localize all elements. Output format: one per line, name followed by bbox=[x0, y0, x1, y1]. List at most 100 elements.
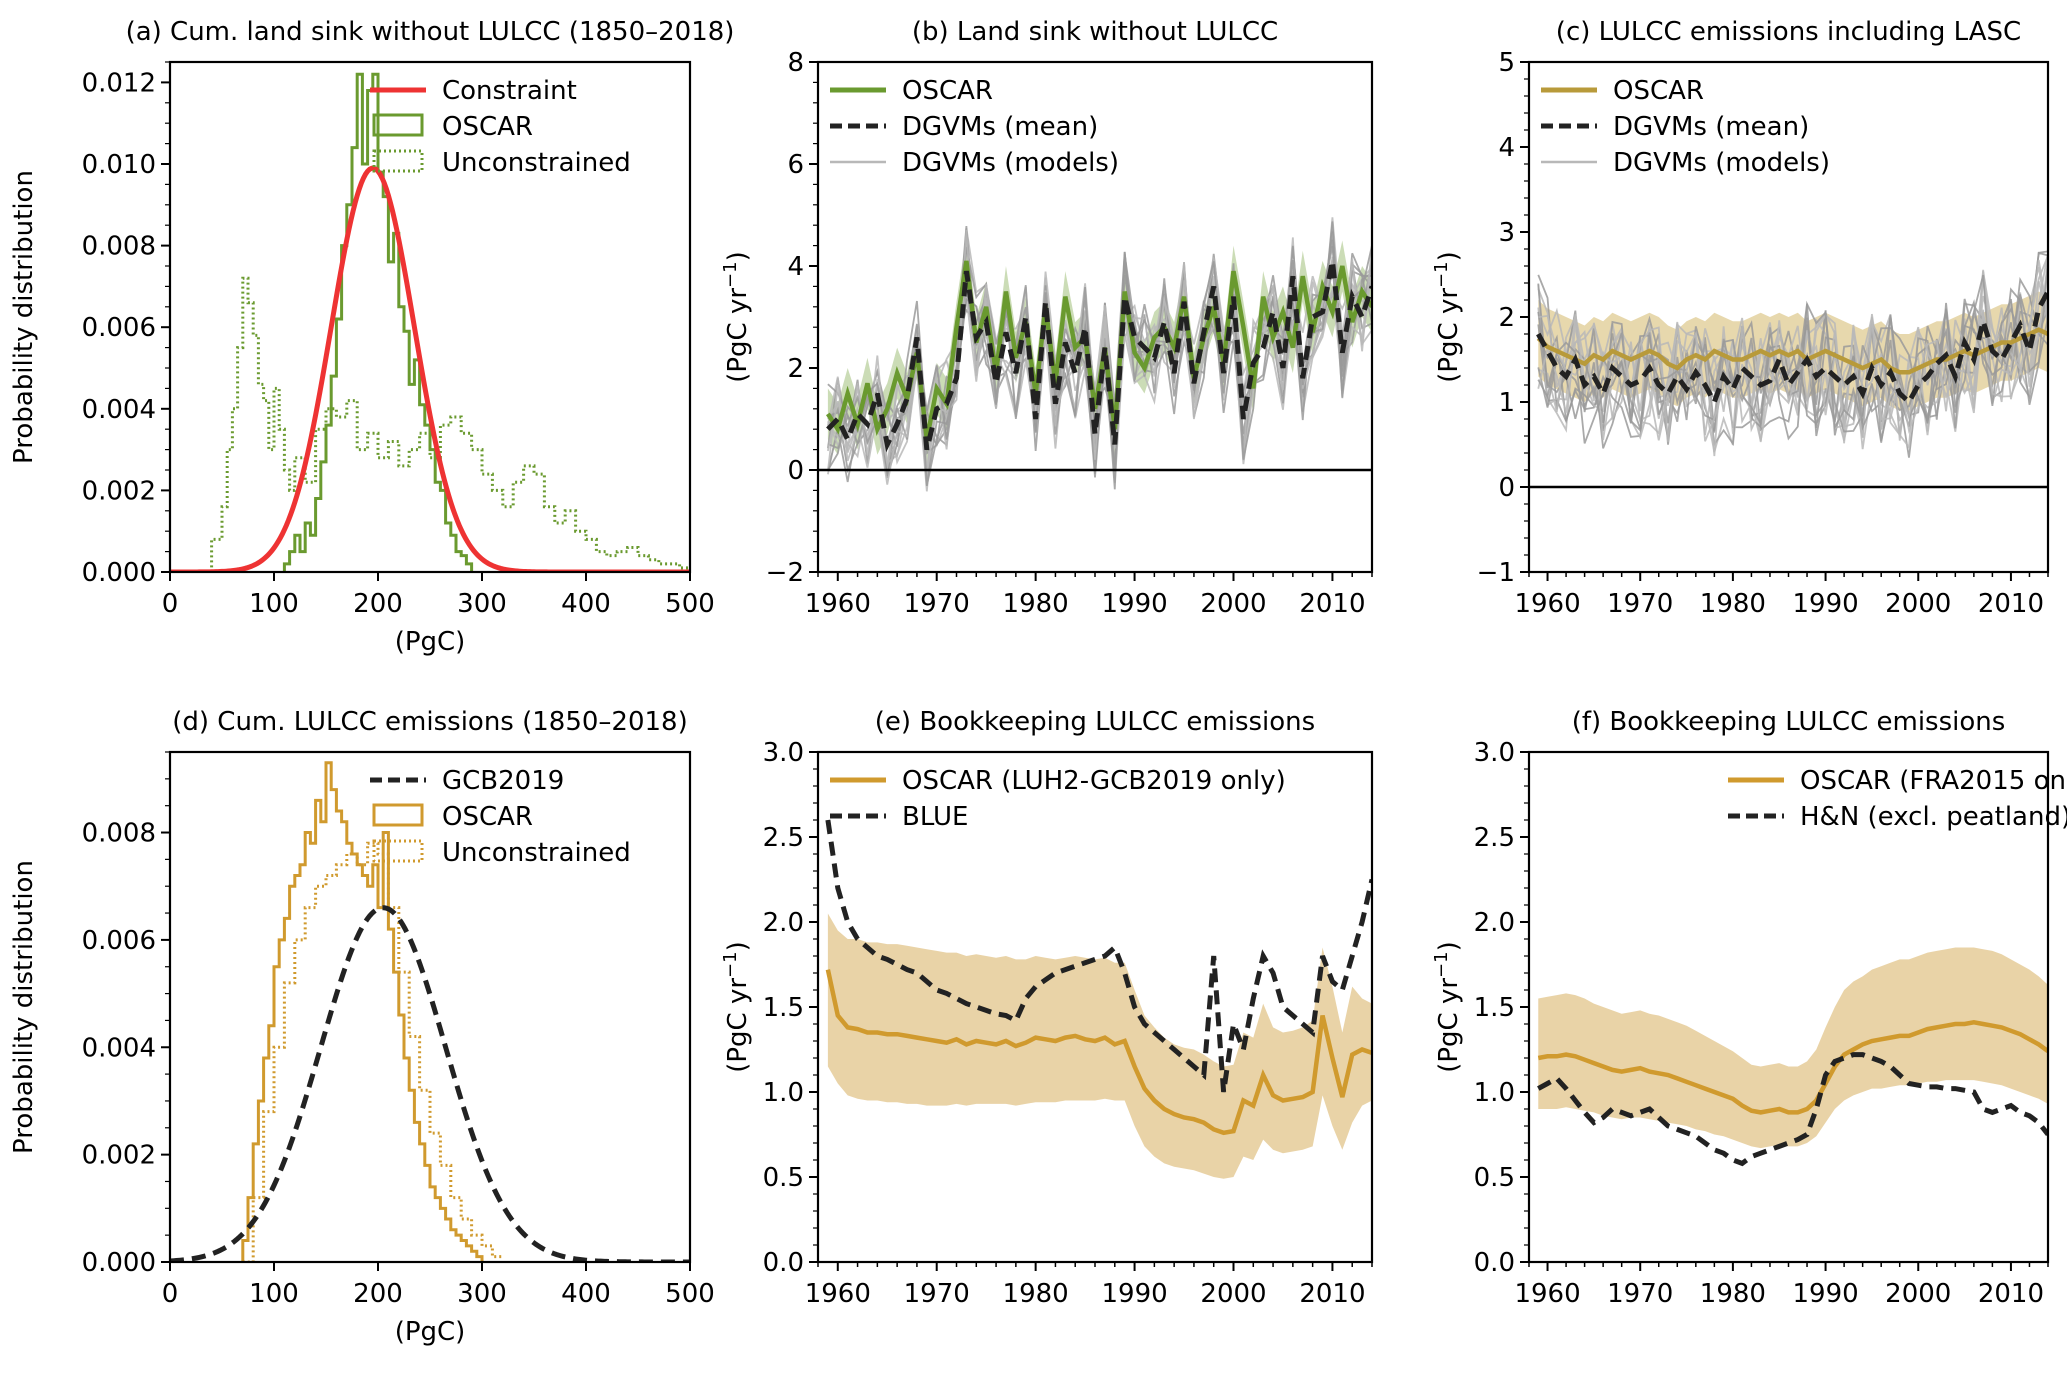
x-tick-label: 2000 bbox=[1200, 589, 1266, 619]
y-axis-label: Probability distribution bbox=[9, 860, 39, 1154]
legend-label: GCB2019 bbox=[442, 766, 564, 796]
legend-label: DGVMs (mean) bbox=[902, 112, 1098, 142]
y-axis-label-close: ) bbox=[723, 251, 753, 261]
y-tick-label: 4 bbox=[1498, 133, 1515, 163]
plot-frame bbox=[816, 750, 1374, 1264]
plot-frame bbox=[1527, 60, 2050, 574]
x-tick-label: 2010 bbox=[1299, 589, 1365, 619]
legend-entry: OSCAR (FRA2015 only) bbox=[1728, 766, 2067, 796]
y-tick-label: 0.002 bbox=[82, 476, 156, 506]
y-tick-label: 0.008 bbox=[82, 232, 156, 262]
constraint-curve bbox=[170, 165, 690, 572]
dgvm-model-line bbox=[1537, 287, 2048, 444]
legend-entry: OSCAR (LUH2-GCB2019 only) bbox=[830, 766, 1286, 796]
y-tick-label: 0 bbox=[787, 456, 804, 486]
legend-swatch-dotted bbox=[372, 149, 424, 173]
y-tick-label: 0.006 bbox=[82, 313, 156, 343]
panel-d-title: (d) Cum. LULCC emissions (1850–2018) bbox=[172, 707, 688, 737]
plot-area bbox=[825, 819, 1372, 1179]
oscar-uncertainty-band bbox=[1538, 947, 2048, 1149]
legend-swatch-step bbox=[372, 803, 424, 827]
blue-line bbox=[825, 819, 1372, 1093]
y-tick-label: 1.5 bbox=[1474, 993, 1515, 1023]
y-tick-label: 0.000 bbox=[82, 1248, 156, 1278]
legend-label: OSCAR bbox=[442, 802, 533, 832]
y-tick-label: 2.0 bbox=[1474, 908, 1515, 938]
y-tick-label: 1 bbox=[1498, 388, 1515, 418]
y-tick-label: 0.0 bbox=[1474, 1248, 1515, 1278]
legend-label: DGVMs (models) bbox=[902, 148, 1119, 178]
panel-c: (c) LULCC emissions including LASC 1960 19… bbox=[1431, 17, 2050, 619]
legend-swatch-dotted bbox=[372, 839, 424, 863]
x-tick-label: 1980 bbox=[1700, 1279, 1766, 1309]
oscar-uncertainty-band bbox=[827, 913, 1372, 1179]
legend-swatch-step bbox=[372, 113, 424, 137]
legend-label: Unconstrained bbox=[442, 148, 631, 178]
y-tick-label: 0.002 bbox=[82, 1141, 156, 1171]
y-tick-label: 3.0 bbox=[763, 738, 804, 768]
y-axis-label-main: (PgC yr bbox=[723, 288, 753, 383]
x-tick-label: 200 bbox=[353, 1279, 403, 1309]
y-tick-label: 0.5 bbox=[763, 1163, 804, 1193]
legend-entry: GCB2019 bbox=[370, 766, 564, 796]
plot-frame bbox=[816, 60, 1374, 574]
plot-area bbox=[1529, 250, 2048, 489]
plot-frame bbox=[1527, 750, 2050, 1264]
legend-label: DGVMs (models) bbox=[1613, 148, 1830, 178]
legend-label: DGVMs (mean) bbox=[1613, 112, 1809, 142]
x-axis-label: (PgC) bbox=[395, 1317, 466, 1347]
legend-label: Unconstrained bbox=[442, 838, 631, 868]
legend-entry: BLUE bbox=[830, 802, 969, 832]
plot-area bbox=[1537, 947, 2048, 1167]
x-tick-label: 400 bbox=[561, 1279, 611, 1309]
x-tick-label: 100 bbox=[249, 589, 299, 619]
x-tick-label: 1990 bbox=[1792, 1279, 1858, 1309]
y-axis-label: (PgC yr−1) bbox=[720, 251, 753, 383]
panel-a-title: (a) Cum. land sink without LULCC (1850–2… bbox=[126, 17, 735, 47]
x-tick-label: 1960 bbox=[1514, 589, 1580, 619]
y-tick-label: 3.0 bbox=[1474, 738, 1515, 768]
y-tick-label: 2.0 bbox=[763, 908, 804, 938]
y-axis-label-main: (PgC yr bbox=[1434, 288, 1464, 383]
y-tick-label: −2 bbox=[766, 558, 804, 588]
y-tick-label: 0.004 bbox=[82, 395, 156, 425]
x-tick-label: 2000 bbox=[1200, 1279, 1266, 1309]
y-axis-label-close: ) bbox=[1434, 941, 1464, 951]
unconstrained-line bbox=[201, 276, 690, 572]
y-axis-label-close: ) bbox=[723, 941, 753, 951]
x-tick-label: 100 bbox=[249, 1279, 299, 1309]
oscar-histogram bbox=[282, 72, 474, 572]
x-tick-label: 1970 bbox=[1607, 589, 1673, 619]
legend-label: Constraint bbox=[442, 76, 577, 106]
legend-entry: Unconstrained bbox=[372, 838, 631, 868]
x-tick-label: 400 bbox=[561, 589, 611, 619]
y-tick-label: 2.5 bbox=[1474, 823, 1515, 853]
x-tick-label: 2010 bbox=[1978, 589, 2044, 619]
dgvm-model-line bbox=[1537, 261, 2048, 433]
legend-label: OSCAR bbox=[442, 112, 533, 142]
x-tick-label: 1970 bbox=[1607, 1279, 1673, 1309]
legend-entry: OSCAR bbox=[830, 76, 993, 106]
unconstrained-line bbox=[242, 841, 503, 1262]
y-tick-label: 1.0 bbox=[763, 1078, 804, 1108]
oscar-histogram bbox=[241, 761, 484, 1262]
y-tick-label: 0.004 bbox=[82, 1033, 156, 1063]
y-axis-label: Probability distribution bbox=[9, 170, 39, 464]
y-tick-label: 8 bbox=[787, 48, 804, 78]
y-axis-label-sup: −1 bbox=[1431, 951, 1452, 978]
y-tick-label: 2.5 bbox=[763, 823, 804, 853]
legend-entry: Unconstrained bbox=[372, 148, 631, 178]
dgvm-mean-line bbox=[826, 260, 1372, 453]
y-tick-label: 0 bbox=[1498, 473, 1515, 503]
y-axis-label: (PgC yr−1) bbox=[1431, 251, 1464, 383]
legend-entry: DGVMs (models) bbox=[1541, 148, 1830, 178]
legend-label: OSCAR (LUH2-GCB2019 only) bbox=[902, 766, 1286, 796]
oscar-line bbox=[1537, 1020, 2048, 1115]
panel-c-title: (c) LULCC emissions including LASC bbox=[1556, 17, 2021, 47]
plot-frame bbox=[168, 750, 692, 1264]
y-tick-label: 2 bbox=[787, 354, 804, 384]
x-tick-label: 2000 bbox=[1885, 1279, 1951, 1309]
y-axis-label-main: (PgC yr bbox=[1434, 978, 1464, 1073]
dgvm-mean-line bbox=[1536, 290, 2048, 409]
